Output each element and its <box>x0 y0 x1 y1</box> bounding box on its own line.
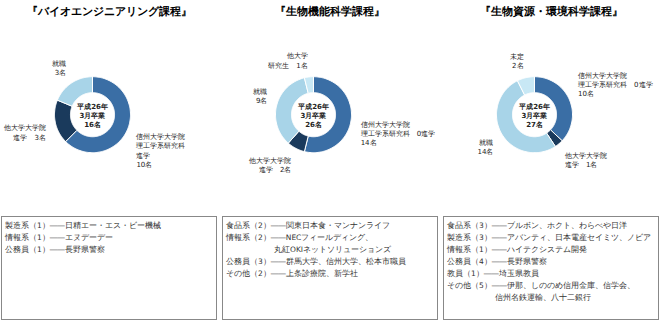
html-text:情報系（2）――NECフィールディング、: 情報系（2）――NECフィールディング、 <box>226 233 374 242</box>
svg-text:他大学研究生 1名: 他大学研究生 1名 <box>268 52 307 69</box>
html-text:『生物資源・環境科学課程』: 『生物資源・環境科学課程』 <box>479 5 623 18</box>
html-text:その他（2）――上条診療院、新学社: その他（2）――上条診療院、新学社 <box>226 269 358 278</box>
svg-text:就職14名: 就職14名 <box>477 139 493 156</box>
svg-text:他大学大学院進学 2名: 他大学大学院進学 2名 <box>249 157 291 174</box>
svg-text:平成26年3月卒業26名: 平成26年3月卒業26名 <box>297 103 329 129</box>
html-text:製造系（3）――アバンティ、日本電産セイミツ、ノビア: 製造系（3）――アバンティ、日本電産セイミツ、ノビア <box>447 233 651 242</box>
svg-text:就職9名: 就職9名 <box>253 88 267 105</box>
html-text:『生物機能科学課程』: 『生物機能科学課程』 <box>275 5 385 18</box>
html-text:教員（1）――埼玉県教員: 教員（1）――埼玉県教員 <box>447 269 539 278</box>
html-text:情報系（1）――エヌデーデー: 情報系（1）――エヌデーデー <box>5 233 113 242</box>
html-text:丸紅OKIネットソリューションズ: 丸紅OKIネットソリューションズ <box>226 245 391 254</box>
html-text:食品系（2）――関東日本食・マンナンライフ: 食品系（2）――関東日本食・マンナンライフ <box>226 221 390 230</box>
svg-text:平成26年3月卒業27名: 平成26年3月卒業27名 <box>518 103 550 129</box>
svg-text:信州大学大学院理工学系研究科 0進学14名: 信州大学大学院理工学系研究科 0進学14名 <box>361 121 435 147</box>
html-text:製造系（1）――日精エー・エス・ビー機械: 製造系（1）――日精エー・エス・ビー機械 <box>5 221 161 230</box>
html-text:食品系（3）――ブルボン、ホクト、わらべや日洋: 食品系（3）――ブルボン、ホクト、わらべや日洋 <box>447 221 627 230</box>
html-text:『バイオエンジニアリング課程』: 『バイオエンジニアリング課程』 <box>26 5 192 18</box>
svg-text:他大学大学院進学 3名: 他大学大学院進学 3名 <box>4 124 46 141</box>
html-text:公務員（1）――長野県警察: 公務員（1）――長野県警察 <box>5 245 105 254</box>
html-text:信州名鉄運輸、八十二銀行: 信州名鉄運輸、八十二銀行 <box>447 293 591 302</box>
svg-text:就職3名: 就職3名 <box>52 60 66 77</box>
svg-text:信州大学大学院理工学系研究科 0進学10名: 信州大学大学院理工学系研究科 0進学10名 <box>578 72 652 98</box>
html-text:その他（5）――伊那、しののめ信用金庫、信学会、: その他（5）――伊那、しののめ信用金庫、信学会、 <box>447 281 635 290</box>
svg-text:信州大学大学院理工学系研究科進学10名: 信州大学大学院理工学系研究科進学10名 <box>136 133 185 168</box>
svg-text:他大学大学院進学 1名: 他大学大学院進学 1名 <box>565 152 607 169</box>
html-text:公務員（3）――群馬大学、信州大学、松本市職員: 公務員（3）――群馬大学、信州大学、松本市職員 <box>226 257 406 266</box>
html-text:情報系（1）――ハイテクシステム開発: 情報系（1）――ハイテクシステム開発 <box>447 245 587 254</box>
svg-text:未定2名: 未定2名 <box>510 53 524 70</box>
html-text:公務員（4）――長野県警察: 公務員（4）――長野県警察 <box>447 257 547 266</box>
svg-text:平成26年3月卒業16名: 平成26年3月卒業16名 <box>76 103 108 129</box>
